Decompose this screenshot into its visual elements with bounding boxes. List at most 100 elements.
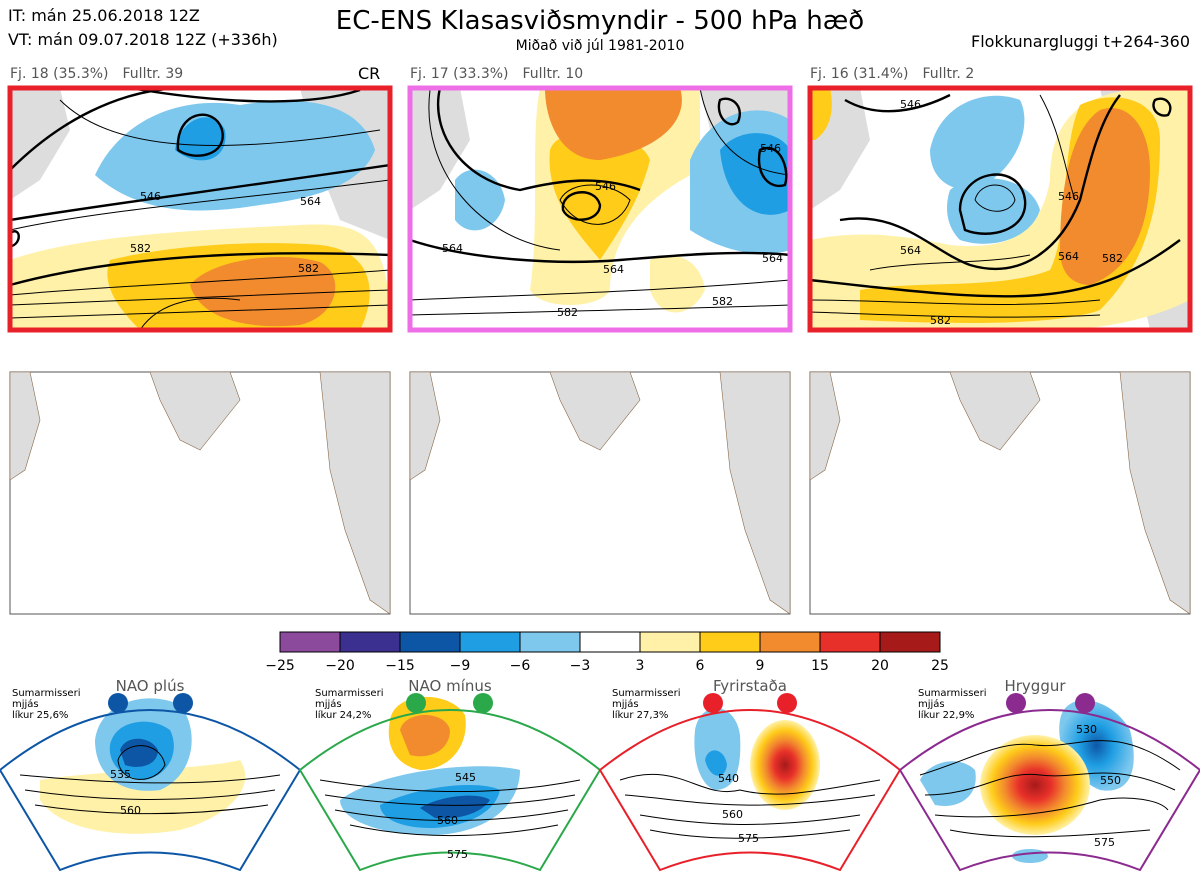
regime-3-season: Sumarmisseri (612, 688, 681, 699)
regime-1-marker (173, 693, 193, 713)
regime-2-contour-label: 560 (437, 814, 458, 827)
colorbar-swatch (759, 631, 821, 653)
cluster-panel-3: 546 564 564 546 582 582 (807, 85, 1193, 333)
init-time: IT: mán 25.06.2018 12Z (8, 6, 200, 25)
cluster-2-contour-label: 564 (442, 242, 463, 255)
colorbar-swatch (339, 631, 401, 653)
regime-2-marker (406, 693, 426, 713)
colorbar-tick-label: −9 (450, 658, 471, 674)
regime-3-contour-label: 560 (722, 808, 743, 821)
cluster-2-contour-label: 582 (712, 295, 733, 308)
colorbar-swatch (579, 631, 641, 653)
colorbar-tick-label: −15 (385, 658, 415, 674)
cluster-2-contour-label: 546 (595, 180, 616, 193)
regime-3-contour-label: 540 (718, 772, 739, 785)
cluster-1-rep: Fulltr. 39 (122, 66, 184, 82)
regime-1-prob: líkur 25,6% (12, 710, 69, 721)
colorbar-tick-label: 3 (636, 658, 645, 674)
regime-1-contour-label: 535 (110, 768, 131, 781)
cluster-1-contour-label: 582 (130, 242, 151, 255)
regime-4-months: mjjás (918, 699, 945, 710)
colorbar-tick-label: −6 (510, 658, 531, 674)
cluster-1-contour-label: 564 (300, 195, 321, 208)
regime-4-pos-anomaly (980, 735, 1090, 835)
colorbar-tick-label: −25 (265, 658, 295, 674)
colorbar-swatch (879, 631, 941, 653)
cluster-1-contour-label: 582 (298, 262, 319, 275)
regime-1-map: 535 560 (0, 698, 302, 871)
colorbar-swatch (279, 631, 341, 653)
regime-3-map: 540 560 575 (598, 708, 902, 871)
colorbar-swatch (819, 631, 881, 653)
regime-4-info: Sumarmisseri mjjás líkur 22,9% (918, 688, 986, 721)
regime-1-marker (108, 693, 128, 713)
cluster-2-contour-label: 564 (762, 252, 783, 265)
regime-4-contour-label: 550 (1100, 774, 1121, 787)
cluster-3-contour-label: 582 (1102, 252, 1123, 265)
regime-2-name: NAO mínus (408, 677, 492, 695)
cluster-3-neg-anomaly (930, 95, 1025, 190)
regime-3-marker (703, 693, 723, 713)
colorbar-tick-label: 20 (871, 658, 889, 674)
regime-3-prob: líkur 27,3% (612, 710, 669, 721)
colorbar-tick-label: 9 (756, 658, 765, 674)
regime-1-contour-label: 560 (120, 804, 141, 817)
regime-3-contour-label: 575 (738, 832, 759, 845)
regime-panel-1: 535 560 (0, 693, 302, 871)
regime-3-marker (777, 693, 797, 713)
cluster-panel-1: 546 564 582 582 (7, 85, 393, 333)
regime-3-info: Sumarmisseri mjjás líkur 27,3% (612, 688, 680, 721)
empty-map-1 (9, 371, 391, 615)
cluster-3-contour-label: 546 (1058, 190, 1079, 203)
colorbar-tick-label: 25 (931, 658, 949, 674)
cluster-2-pos-anomaly (545, 88, 682, 160)
colorbar-swatch (699, 631, 761, 653)
regime-panel-2: 545 560 575 (298, 693, 602, 871)
regime-3-pos-anomaly (750, 720, 820, 810)
cluster-1-label-row: Fj. 18 (35.3%) Fulltr. 39 (10, 66, 197, 82)
cluster-3-label: Fj. 16 (31.4%) (810, 66, 909, 82)
regime-4-prob: líkur 22,9% (918, 710, 975, 721)
colorbar-tick-label: 15 (811, 658, 829, 674)
regime-1-months: mjjás (12, 699, 39, 710)
cluster-3-contour-label: 564 (1058, 250, 1079, 263)
regime-2-frame (298, 709, 602, 871)
regime-2-months: mjjás (315, 699, 342, 710)
regime-4-marker (1006, 693, 1026, 713)
cluster-3-contour-label: 582 (930, 314, 951, 327)
regime-3-name: Fyrirstaða (713, 677, 787, 695)
page-subtitle: Miðað við júl 1981-2010 (515, 38, 685, 54)
colorbar-tick-label: −20 (325, 658, 355, 674)
regime-1-season: Sumarmisseri (12, 688, 81, 699)
cluster-3-frame (807, 85, 1193, 333)
cluster-1-tag: CR (358, 64, 381, 83)
cluster-2-label: Fj. 17 (33.3%) (410, 66, 509, 82)
regime-1-frame (0, 709, 302, 871)
cluster-3-contour-label: 546 (900, 98, 921, 111)
colorbar-swatch (399, 631, 461, 653)
empty-map-3 (809, 371, 1191, 615)
regime-panel-3: 540 560 575 (598, 693, 902, 871)
colorbar-tick-label: 6 (696, 658, 705, 674)
colorbar-swatch (519, 631, 581, 653)
empty-map-row (9, 371, 1191, 615)
regime-4-season: Sumarmisseri (918, 688, 987, 699)
regime-4-name: Hryggur (1004, 677, 1066, 695)
regime-1-name: NAO plús (115, 677, 185, 695)
cluster-1-frame (7, 85, 393, 333)
page-title: EC-ENS Klasasviðsmyndir - 500 hPa hæð (335, 6, 865, 36)
cluster-2-neg-anomaly (455, 169, 505, 231)
empty-map-2 (409, 371, 791, 615)
colorbar-tick-label: −3 (570, 658, 591, 674)
cluster-2-label-row: Fj. 17 (33.3%) Fulltr. 10 (410, 66, 597, 82)
colorbar-swatch (639, 631, 701, 653)
regime-3-frame (598, 709, 902, 871)
regime-2-info: Sumarmisseri mjjás líkur 24,2% (315, 688, 383, 721)
regime-3-months: mjjás (612, 699, 639, 710)
classification-window: Flokkunargluggi t+264-360 (971, 32, 1190, 51)
cluster-3-contour-label: 564 (900, 244, 921, 257)
regime-3-neg-anomaly (694, 708, 741, 790)
regime-2-map: 545 560 575 (298, 696, 602, 871)
cluster-2-contour-label: 564 (603, 263, 624, 276)
